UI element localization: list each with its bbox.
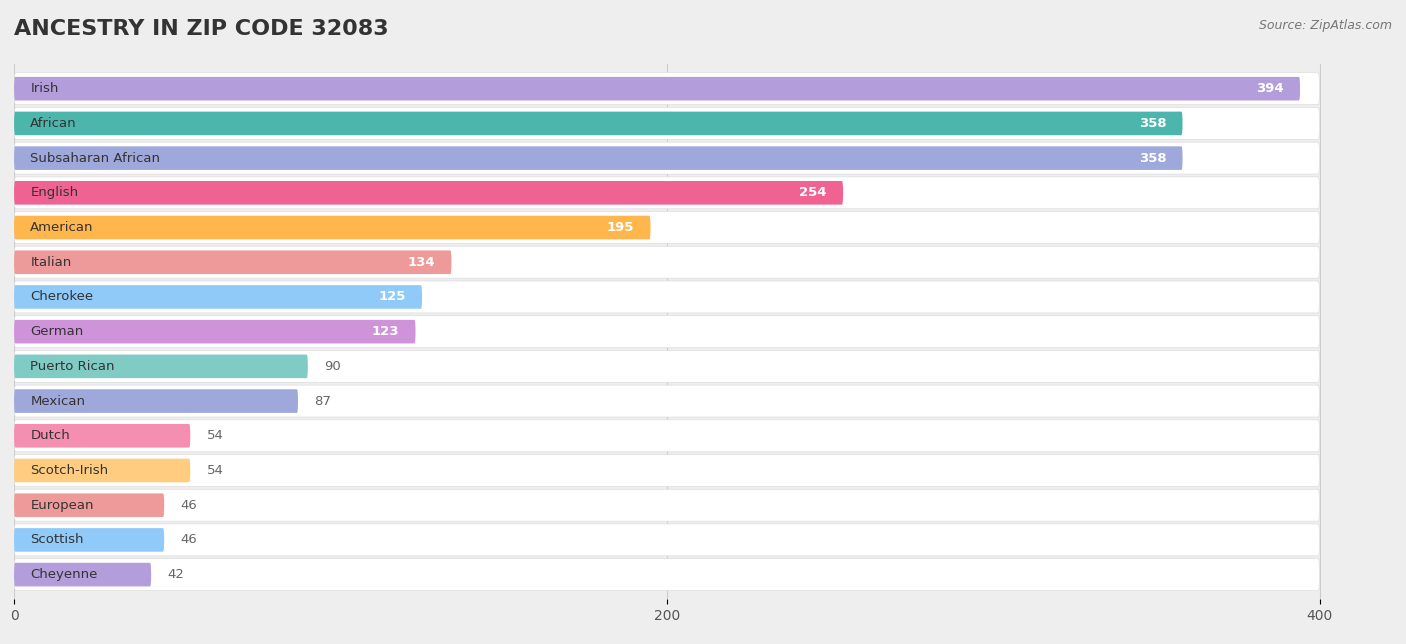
FancyBboxPatch shape bbox=[14, 251, 451, 274]
FancyBboxPatch shape bbox=[14, 489, 1320, 521]
Text: 54: 54 bbox=[207, 464, 224, 477]
Text: Dutch: Dutch bbox=[31, 430, 70, 442]
Text: European: European bbox=[31, 498, 94, 512]
Text: Subsaharan African: Subsaharan African bbox=[31, 151, 160, 165]
Text: 42: 42 bbox=[167, 568, 184, 581]
FancyBboxPatch shape bbox=[14, 528, 165, 552]
FancyBboxPatch shape bbox=[14, 320, 416, 343]
FancyBboxPatch shape bbox=[14, 73, 1320, 105]
FancyBboxPatch shape bbox=[14, 459, 190, 482]
Text: 46: 46 bbox=[180, 533, 197, 546]
Text: Scottish: Scottish bbox=[31, 533, 84, 546]
FancyBboxPatch shape bbox=[14, 181, 844, 205]
FancyBboxPatch shape bbox=[14, 355, 308, 378]
Text: Italian: Italian bbox=[31, 256, 72, 269]
Text: African: African bbox=[31, 117, 77, 130]
FancyBboxPatch shape bbox=[14, 558, 1320, 591]
Text: English: English bbox=[31, 186, 79, 200]
Text: Puerto Rican: Puerto Rican bbox=[31, 360, 115, 373]
Text: 358: 358 bbox=[1139, 117, 1166, 130]
FancyBboxPatch shape bbox=[14, 493, 165, 517]
Text: Scotch-Irish: Scotch-Irish bbox=[31, 464, 108, 477]
FancyBboxPatch shape bbox=[14, 142, 1320, 174]
Text: 254: 254 bbox=[799, 186, 827, 200]
Text: Source: ZipAtlas.com: Source: ZipAtlas.com bbox=[1258, 19, 1392, 32]
FancyBboxPatch shape bbox=[14, 420, 1320, 451]
FancyBboxPatch shape bbox=[14, 563, 152, 587]
FancyBboxPatch shape bbox=[14, 212, 1320, 243]
Text: 90: 90 bbox=[325, 360, 340, 373]
Text: Irish: Irish bbox=[31, 82, 59, 95]
FancyBboxPatch shape bbox=[14, 177, 1320, 209]
FancyBboxPatch shape bbox=[14, 111, 1182, 135]
Text: 87: 87 bbox=[315, 395, 332, 408]
Text: 46: 46 bbox=[180, 498, 197, 512]
Text: American: American bbox=[31, 221, 94, 234]
Text: Mexican: Mexican bbox=[31, 395, 86, 408]
FancyBboxPatch shape bbox=[14, 281, 1320, 313]
FancyBboxPatch shape bbox=[14, 108, 1320, 139]
FancyBboxPatch shape bbox=[14, 77, 1301, 100]
Text: 394: 394 bbox=[1256, 82, 1284, 95]
Text: 123: 123 bbox=[371, 325, 399, 338]
Text: 54: 54 bbox=[207, 430, 224, 442]
FancyBboxPatch shape bbox=[14, 350, 1320, 383]
Text: German: German bbox=[31, 325, 83, 338]
FancyBboxPatch shape bbox=[14, 285, 422, 308]
FancyBboxPatch shape bbox=[14, 246, 1320, 278]
FancyBboxPatch shape bbox=[14, 524, 1320, 556]
FancyBboxPatch shape bbox=[14, 146, 1182, 170]
FancyBboxPatch shape bbox=[14, 455, 1320, 486]
Text: 358: 358 bbox=[1139, 151, 1166, 165]
Text: ANCESTRY IN ZIP CODE 32083: ANCESTRY IN ZIP CODE 32083 bbox=[14, 19, 388, 39]
FancyBboxPatch shape bbox=[14, 424, 190, 448]
Text: Cheyenne: Cheyenne bbox=[31, 568, 98, 581]
FancyBboxPatch shape bbox=[14, 385, 1320, 417]
Text: Cherokee: Cherokee bbox=[31, 290, 94, 303]
Text: 134: 134 bbox=[408, 256, 434, 269]
FancyBboxPatch shape bbox=[14, 216, 651, 240]
FancyBboxPatch shape bbox=[14, 316, 1320, 348]
Text: 195: 195 bbox=[607, 221, 634, 234]
FancyBboxPatch shape bbox=[14, 389, 298, 413]
Text: 125: 125 bbox=[378, 290, 406, 303]
